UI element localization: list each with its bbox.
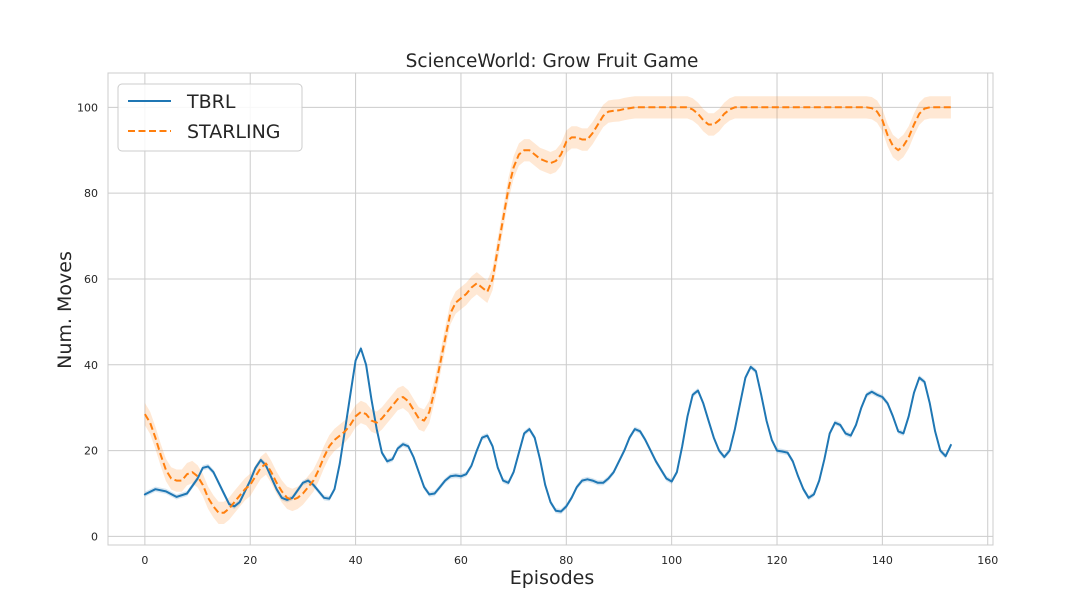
series-line-starling <box>144 106 951 514</box>
y-axis-label: Num. Moves <box>54 251 76 369</box>
y-tick-label: 60 <box>84 273 98 286</box>
chart-title: ScienceWorld: Grow Fruit Game <box>406 51 699 72</box>
x-tick-label: 20 <box>243 554 257 567</box>
legend-label-starling: STARLING <box>187 121 281 143</box>
x-tick-label: 0 <box>141 554 148 567</box>
x-tick-label: 120 <box>767 554 788 567</box>
y-tick-label: 100 <box>77 101 98 114</box>
x-tick-label: 160 <box>977 554 998 567</box>
x-tick-label: 60 <box>454 554 468 567</box>
plot-frame <box>107 72 994 546</box>
series-lines <box>143 106 952 514</box>
band-starling <box>144 96 951 524</box>
y-tick-label: 0 <box>91 530 98 543</box>
confidence-bands <box>144 96 951 524</box>
legend-label-tbrl: TBRL <box>186 91 236 113</box>
x-tick-label: 40 <box>349 554 363 567</box>
tick-labels: 0 20 40 60 80 100 120 140 160 0 20 40 60 80 100 <box>77 101 998 567</box>
x-axis-label: Episodes <box>510 567 595 589</box>
x-tick-label: 100 <box>661 554 682 567</box>
y-tick-label: 80 <box>84 187 98 200</box>
band-tbrl <box>144 345 951 515</box>
grid-lines <box>108 73 993 545</box>
x-tick-label: 140 <box>872 554 893 567</box>
y-tick-label: 40 <box>84 359 98 372</box>
y-tick-label: 20 <box>84 445 98 458</box>
legend: TBRL STARLING <box>117 83 303 152</box>
x-tick-label: 80 <box>559 554 573 567</box>
series-line-tbrl <box>143 347 952 513</box>
